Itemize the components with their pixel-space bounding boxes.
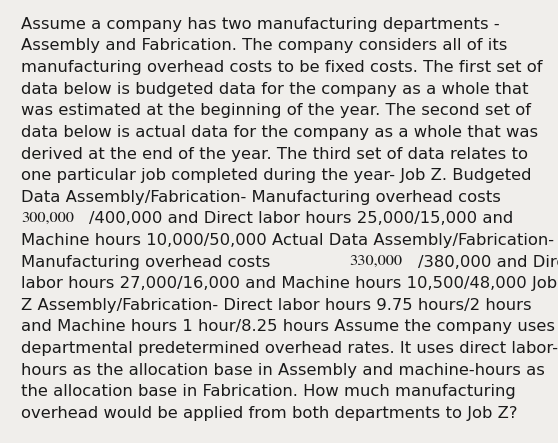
Text: 300,000: 300,000 [21,211,74,225]
Text: derived at the end of the year. The third set of data relates to: derived at the end of the year. The thir… [21,147,528,162]
Text: manufacturing overhead costs to be fixed costs. The first set of: manufacturing overhead costs to be fixed… [21,60,543,75]
Text: departmental predetermined overhead rates. It uses direct labor-: departmental predetermined overhead rate… [21,341,558,356]
Text: the allocation base in Fabrication. How much manufacturing: the allocation base in Fabrication. How … [21,385,516,399]
Text: Machine hours 10,000/50,000 Actual Data Assembly/Fabrication-: Machine hours 10,000/50,000 Actual Data … [21,233,554,248]
Text: hours as the allocation base in Assembly and machine-hours as: hours as the allocation base in Assembly… [21,363,545,378]
Text: was estimated at the beginning of the year. The second set of: was estimated at the beginning of the ye… [21,103,531,118]
Text: data below is actual data for the company as a whole that was: data below is actual data for the compan… [21,125,538,140]
Text: labor hours 27,000/16,000 and Machine hours 10,500/48,000 Job: labor hours 27,000/16,000 and Machine ho… [21,276,557,291]
Text: /400,000 and Direct labor hours 25,000/15,000 and: /400,000 and Direct labor hours 25,000/1… [89,211,514,226]
Text: Assembly and Fabrication. The company considers all of its: Assembly and Fabrication. The company co… [21,39,508,54]
Text: one particular job completed during the year- Job Z. Budgeted: one particular job completed during the … [21,168,532,183]
Text: Data Assembly/Fabrication- Manufacturing overhead costs: Data Assembly/Fabrication- Manufacturing… [21,190,501,205]
Text: 330,000: 330,000 [350,255,403,268]
Text: and Machine hours 1 hour/8.25 hours Assume the company uses: and Machine hours 1 hour/8.25 hours Assu… [21,319,555,334]
Text: overhead would be applied from both departments to Job Z?: overhead would be applied from both depa… [21,406,518,421]
Text: Manufacturing overhead costs: Manufacturing overhead costs [21,255,276,270]
Text: /380,000 and Direct: /380,000 and Direct [418,255,558,270]
Text: data below is budgeted data for the company as a whole that: data below is budgeted data for the comp… [21,82,528,97]
Text: Z Assembly/Fabrication- Direct labor hours 9.75 hours/2 hours: Z Assembly/Fabrication- Direct labor hou… [21,298,532,313]
Text: Assume a company has two manufacturing departments -: Assume a company has two manufacturing d… [21,17,500,32]
